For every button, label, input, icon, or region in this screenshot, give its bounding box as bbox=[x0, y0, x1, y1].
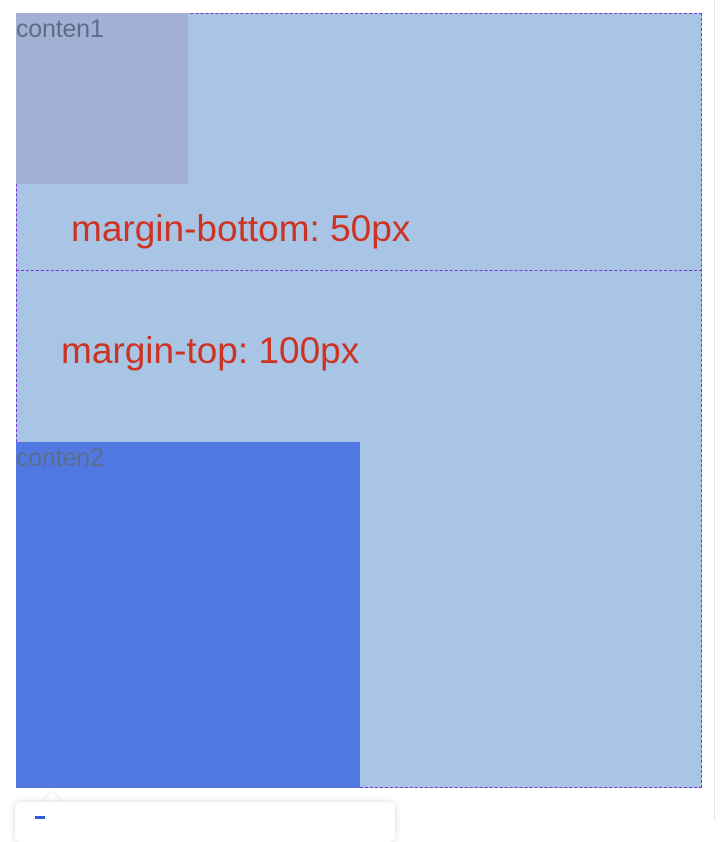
content1-box: conten1 bbox=[16, 13, 188, 184]
window-edge bbox=[714, 0, 715, 820]
tooltip-arrow-icon bbox=[42, 792, 62, 802]
content2-label: conten2 bbox=[16, 444, 104, 472]
margin-top-annotation: margin-top: 100px bbox=[61, 330, 360, 371]
tooltip-popup[interactable] bbox=[15, 802, 395, 842]
content1-label: conten1 bbox=[16, 15, 104, 43]
margin-divider-line bbox=[16, 270, 702, 271]
content2-box: conten2 bbox=[16, 442, 360, 788]
tooltip-icon bbox=[35, 816, 45, 825]
margin-bottom-annotation: margin-bottom: 50px bbox=[71, 208, 411, 249]
